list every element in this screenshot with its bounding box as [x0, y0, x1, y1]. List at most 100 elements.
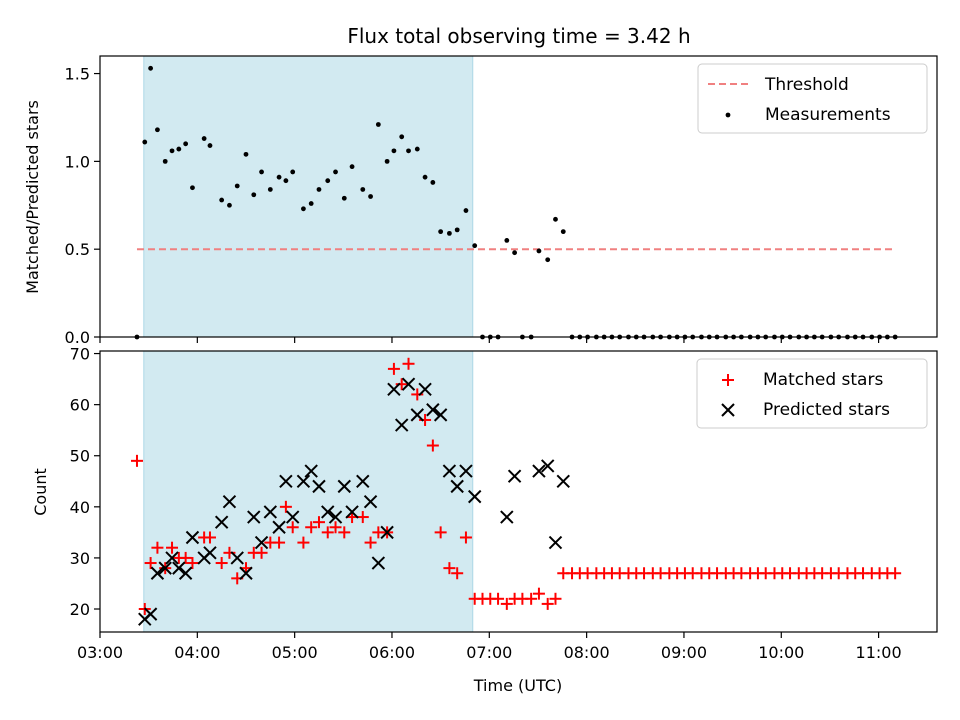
x-tick-label: 07:00	[466, 643, 512, 662]
matched-stars-point	[329, 521, 342, 534]
matched-stars-point	[525, 592, 538, 605]
x-tick-label: 05:00	[272, 643, 318, 662]
matched-stars-point	[151, 541, 164, 554]
matched-stars-point	[312, 516, 325, 529]
measurements-point	[169, 148, 175, 154]
y-tick-label: 70	[70, 345, 90, 364]
predicted-stars-point	[296, 474, 311, 488]
bottom-shaded-region	[143, 350, 474, 633]
matched-stars-point	[273, 536, 286, 549]
x-tick-label: 08:00	[564, 643, 610, 662]
legend-matched-swatch	[722, 374, 734, 386]
predicted-stars-point	[178, 566, 193, 580]
matched-stars-point	[889, 567, 902, 580]
x-tick-label: 09:00	[661, 643, 707, 662]
predicted-stars-point	[410, 408, 424, 422]
predicted-stars-point	[337, 479, 351, 494]
bottom-xlabel: Time (UTC)	[473, 676, 562, 695]
measurements-point	[504, 238, 510, 243]
x-tick-label: 10:00	[758, 643, 804, 662]
measurements-point	[375, 122, 381, 127]
y-tick-label: 0.0	[65, 328, 90, 347]
measurements-point	[553, 216, 558, 222]
measurements-point	[391, 148, 397, 154]
top-shaded-region	[143, 55, 474, 338]
predicted-stars-point	[507, 469, 522, 483]
legend-predicted-label: Predicted stars	[763, 400, 890, 420]
matched-stars-point	[203, 531, 216, 544]
predicted-stars-point	[380, 525, 394, 540]
predicted-stars-point	[433, 408, 448, 422]
legend-measurements-label: Measurements	[765, 105, 891, 125]
predicted-stars-point	[395, 418, 409, 432]
predicted-stars-point	[467, 489, 482, 504]
measurements-point	[183, 141, 189, 147]
measurements-point	[316, 187, 322, 192]
matched-stars-point	[443, 562, 456, 575]
measurements-point	[368, 194, 373, 199]
measurements-point	[162, 158, 168, 164]
measurements-point	[545, 257, 551, 263]
bottom-plot-area	[130, 357, 902, 626]
matched-stars-point	[286, 521, 299, 534]
top-axes-frame	[99, 55, 938, 338]
predicted-stars-point	[356, 474, 370, 488]
y-tick-label: 60	[70, 396, 90, 415]
predicted-stars-point	[214, 515, 229, 529]
matched-stars-point	[255, 546, 268, 559]
y-tick-label: 20	[70, 600, 90, 619]
predicted-stars-point	[450, 479, 464, 494]
predicted-stars-point	[247, 510, 261, 524]
x-tick-label: 04:00	[174, 643, 220, 662]
measurements-point	[190, 185, 195, 191]
measurements-point	[560, 229, 566, 235]
measurements-point	[414, 146, 420, 152]
matched-stars-point	[305, 521, 318, 534]
measurements-point	[276, 174, 282, 180]
predicted-stars-point	[222, 495, 237, 509]
predicted-stars-point	[279, 474, 293, 488]
measurements-point	[267, 187, 273, 192]
top-legend-box	[697, 63, 928, 134]
predicted-stars-point	[230, 551, 244, 565]
matched-stars-point	[297, 536, 310, 549]
measurements-point	[472, 243, 478, 249]
measurements-point	[384, 158, 390, 164]
legend-matched-label: Matched stars	[763, 370, 883, 390]
measurements-point	[536, 248, 542, 254]
predicted-stars-point	[312, 479, 326, 494]
x-tick-label: 11:00	[856, 643, 902, 662]
y-tick-label: 50	[70, 447, 90, 466]
top-ylabel: Matched/Predicted stars	[23, 100, 42, 294]
matched-stars-point	[186, 557, 199, 570]
predicted-stars-point	[158, 561, 172, 575]
predicted-stars-point	[285, 510, 300, 524]
measurements-point	[259, 169, 264, 175]
predicted-stars-point	[500, 510, 514, 524]
predicted-stars-point	[150, 566, 165, 580]
measurements-point	[148, 65, 154, 71]
measurements-point	[341, 195, 347, 201]
bottom-ylabel: Count	[31, 468, 50, 516]
bottom-legend-box	[696, 358, 928, 429]
legend-predicted-swatch	[721, 403, 735, 417]
y-tick-label: 1.5	[65, 65, 90, 84]
measurements-point	[243, 151, 249, 157]
matched-stars-point	[426, 439, 439, 452]
bottom-legend: Matched stars Predicted stars	[696, 358, 928, 429]
predicted-stars-point	[321, 505, 335, 519]
bottom-panel: 03:00 04:00 05:00 06:00 07:00 08:00 09:00 10:00…	[31, 345, 938, 695]
measurements-point	[290, 169, 296, 175]
matched-stars-point	[434, 526, 447, 539]
measurements-point	[454, 227, 460, 233]
x-tick-label: 03:00	[77, 643, 123, 662]
measurements-point	[142, 139, 148, 145]
predicted-stars-point	[418, 382, 432, 397]
predicted-stars-point	[442, 464, 457, 478]
measurements-point	[438, 229, 444, 235]
measurements-point	[325, 178, 331, 184]
measurements-point	[155, 127, 160, 133]
measurements-point	[422, 174, 428, 180]
matched-stars-point	[144, 557, 157, 570]
shaded-span	[143, 350, 474, 633]
